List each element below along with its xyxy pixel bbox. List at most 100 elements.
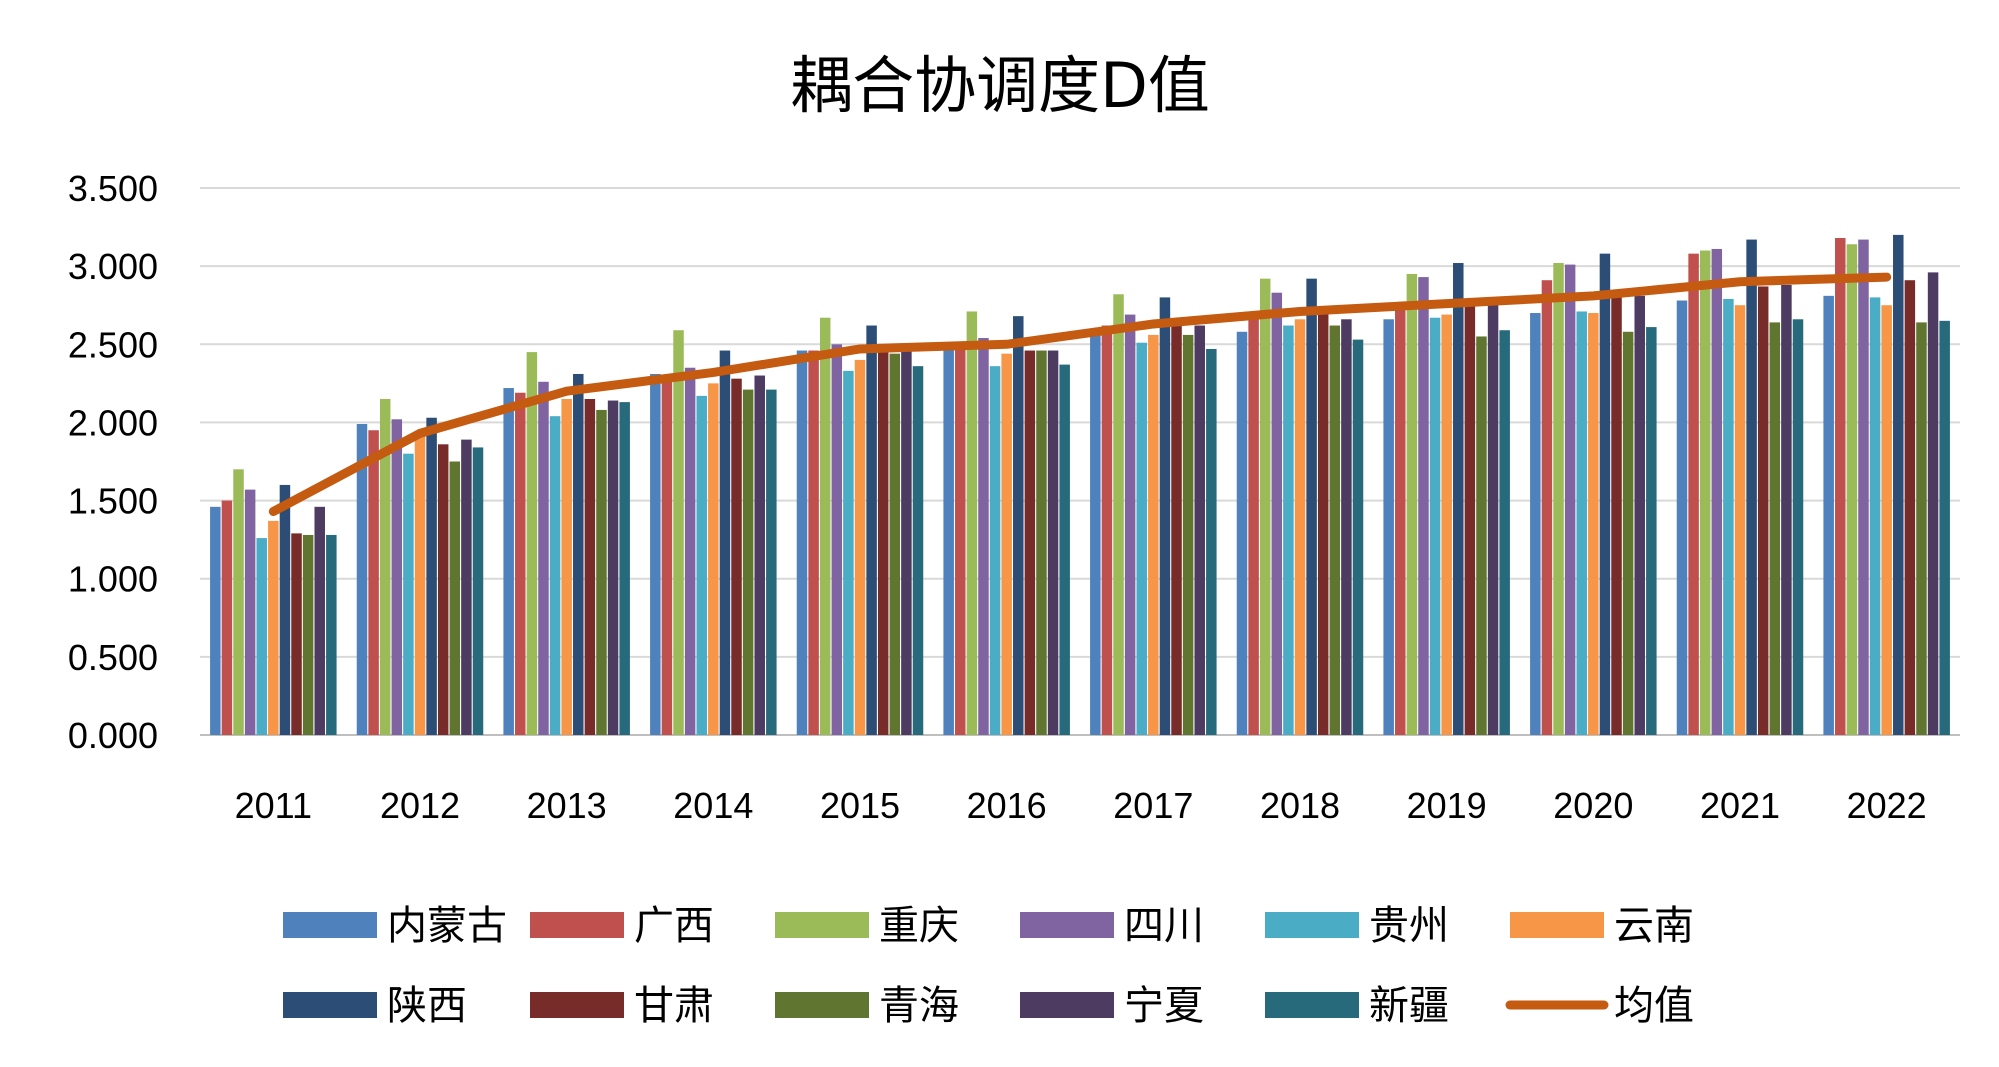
legend-swatch <box>530 992 624 1018</box>
bar <box>1723 298 1734 735</box>
bar <box>1699 250 1711 735</box>
y-tick-label: 2.500 <box>68 324 158 365</box>
bar <box>1429 317 1441 735</box>
bar <box>866 325 877 735</box>
legend-swatch <box>1020 912 1114 938</box>
bar <box>1927 272 1939 735</box>
bar <box>1757 286 1769 735</box>
bar <box>955 344 966 735</box>
x-tick-label: 2020 <box>1553 785 1633 826</box>
bar <box>1499 330 1510 735</box>
bar <box>1835 238 1846 735</box>
bar <box>461 439 472 735</box>
bar <box>1236 331 1248 735</box>
legend-label: 内蒙古 <box>387 903 507 949</box>
bar <box>233 469 244 735</box>
x-tick-label: 2016 <box>967 785 1047 826</box>
bar <box>966 311 978 735</box>
bar <box>831 344 843 735</box>
bar <box>379 398 391 735</box>
bar <box>754 375 765 735</box>
bar <box>1688 253 1699 735</box>
bar <box>291 533 302 735</box>
bar <box>221 500 233 735</box>
bar <box>766 389 777 735</box>
bar <box>1329 325 1341 735</box>
bar <box>673 330 684 735</box>
bar <box>719 350 731 735</box>
bar <box>1646 327 1657 735</box>
bar <box>1893 234 1904 735</box>
bar <box>1148 334 1159 735</box>
bar <box>1916 322 1927 735</box>
x-axis-ticks: 2011 2012 2013 2014 2015 2016 2017 2018 2019 2020… <box>235 785 1927 826</box>
x-tick-label: 2017 <box>1113 785 1193 826</box>
x-tick-label: 2015 <box>820 785 900 826</box>
legend-swatch <box>283 992 377 1018</box>
bar <box>1553 263 1564 735</box>
bar <box>279 484 291 735</box>
bar <box>1453 263 1464 735</box>
bar <box>1634 295 1645 735</box>
bar <box>661 375 673 735</box>
legend-swatch <box>283 912 377 938</box>
bar <box>244 489 256 735</box>
mean-line <box>268 272 1892 517</box>
bar <box>1869 297 1881 735</box>
bar <box>943 348 954 735</box>
bar <box>877 350 889 735</box>
bar <box>268 520 279 735</box>
bar <box>1024 350 1036 735</box>
bar <box>1047 350 1059 735</box>
legend-label: 均值 <box>1614 983 1694 1029</box>
y-tick-label: 1.500 <box>68 481 158 522</box>
x-tick-label: 2014 <box>673 785 753 826</box>
bar <box>1588 313 1599 735</box>
bar <box>1846 244 1858 735</box>
bar <box>549 416 561 735</box>
legend-swatch <box>1020 992 1114 1018</box>
bar <box>391 419 403 735</box>
bar <box>503 388 514 735</box>
bar <box>1406 273 1418 735</box>
legend-label: 青海 <box>879 983 959 1029</box>
bar <box>1395 308 1406 735</box>
bar <box>1769 322 1781 735</box>
bar <box>1464 303 1476 735</box>
legend-label: 重庆 <box>879 903 959 949</box>
bar <box>742 389 754 735</box>
legend-label: 云南 <box>1614 903 1694 949</box>
bar <box>1317 311 1329 735</box>
y-tick-label: 3.500 <box>68 168 158 209</box>
x-tick-label: 2021 <box>1700 785 1780 826</box>
bar <box>1564 264 1576 735</box>
bar <box>210 506 221 735</box>
y-tick-label: 1.000 <box>68 559 158 600</box>
bar <box>368 430 379 735</box>
bar <box>426 417 437 735</box>
bar <box>1113 294 1124 735</box>
bar <box>796 350 808 735</box>
bar <box>356 423 368 735</box>
bar <box>1294 319 1306 735</box>
bar <box>573 373 584 735</box>
bar <box>1194 325 1205 735</box>
bar <box>1059 364 1070 735</box>
bar <box>1939 320 1950 735</box>
legend-label: 四川 <box>1124 903 1204 949</box>
bar <box>1441 314 1452 735</box>
bar <box>515 392 526 735</box>
bar <box>1352 339 1364 735</box>
gridlines <box>200 187 1960 736</box>
y-tick-label: 0.500 <box>68 637 158 678</box>
bar <box>437 444 449 735</box>
bar <box>1182 334 1194 735</box>
bar <box>526 352 538 735</box>
bar <box>561 398 572 735</box>
bar <box>449 461 461 735</box>
bar <box>1676 300 1688 735</box>
bar <box>302 534 314 735</box>
bar <box>731 378 742 735</box>
